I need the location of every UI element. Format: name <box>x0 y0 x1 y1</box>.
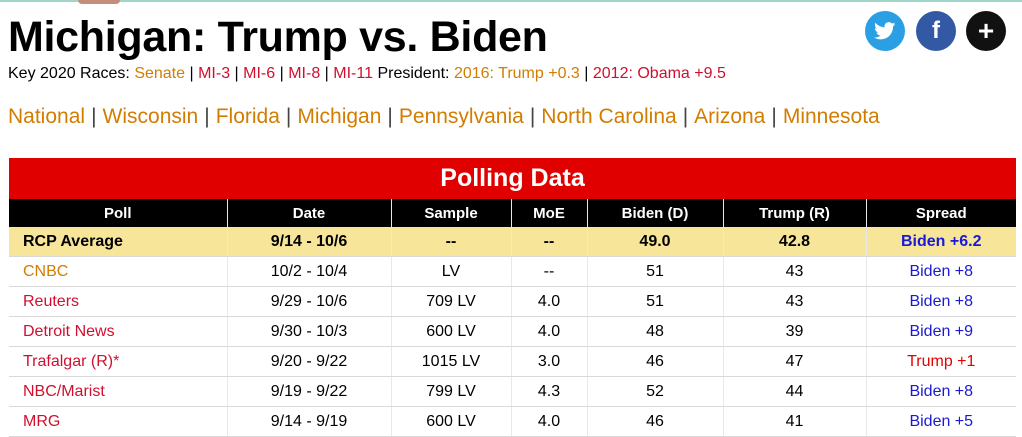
cell-trump: 47 <box>722 346 866 377</box>
state-nav: National | Wisconsin | Florida | Michigan | Penn… <box>8 105 880 128</box>
president-label: President: <box>377 65 450 82</box>
cell-biden: 51 <box>586 256 723 287</box>
top-image-fragment <box>78 0 120 4</box>
cell-biden: 52 <box>586 376 723 407</box>
cell-date: 9/14 - 9/19 <box>226 406 391 437</box>
cell-spread: Biden +8 <box>865 376 1016 407</box>
cell-moe: -- <box>510 256 587 287</box>
cell-date: 10/2 - 10/4 <box>226 256 391 287</box>
key-races-label: Key 2020 Races: <box>8 65 130 82</box>
header-sample[interactable]: Sample <box>390 199 511 227</box>
cell-sample: LV <box>390 256 511 287</box>
twitter-icon <box>874 22 896 40</box>
poll-link-reuters[interactable]: Reuters <box>9 286 227 317</box>
poll-link-nbc-marist[interactable]: NBC/Marist <box>9 376 227 407</box>
cell-spread: Biden +6.2 <box>865 227 1016 257</box>
cell-trump: 44 <box>722 376 866 407</box>
cell-trump: 43 <box>722 286 866 317</box>
nav-link-national[interactable]: National <box>8 105 86 128</box>
cell-spread: Biden +5 <box>865 406 1016 437</box>
poll-link-detroit-news[interactable]: Detroit News <box>9 316 227 347</box>
polling-data-title: Polling Data <box>9 158 1016 199</box>
facebook-share-button[interactable]: f <box>916 11 956 51</box>
table-row: Trafalgar (R)* 9/20 - 9/22 1015 LV 3.0 4… <box>9 346 1016 377</box>
cell-biden: 46 <box>586 406 723 437</box>
nav-link-minnesota[interactable]: Minnesota <box>782 105 880 128</box>
cell-moe: -- <box>510 227 587 257</box>
header-poll[interactable]: Poll <box>9 199 227 227</box>
rcp-average-row: RCP Average 9/14 - 10/6 -- -- 49.0 42.8 … <box>9 227 1016 257</box>
cell-biden: 49.0 <box>586 227 723 257</box>
nav-link-north-carolina[interactable]: North Carolina <box>541 105 677 128</box>
cell-moe: 4.0 <box>510 406 587 437</box>
president-link-2016[interactable]: 2016: Trump +0.3 <box>453 65 580 82</box>
cell-spread: Biden +8 <box>865 286 1016 317</box>
race-link-mi-8[interactable]: MI-8 <box>288 65 321 82</box>
cell-poll: RCP Average <box>9 227 227 257</box>
poll-link-trafalgar[interactable]: Trafalgar (R)* <box>9 346 227 377</box>
cell-spread: Trump +1 <box>865 346 1016 377</box>
top-accent-line <box>0 0 1022 2</box>
nav-link-wisconsin[interactable]: Wisconsin <box>102 105 199 128</box>
cell-moe: 4.0 <box>510 286 587 317</box>
table-row: NBC/Marist 9/19 - 9/22 799 LV 4.3 52 44 … <box>9 376 1016 407</box>
cell-date: 9/20 - 9/22 <box>226 346 391 377</box>
president-link-2012[interactable]: 2012: Obama +9.5 <box>592 65 726 82</box>
race-link-mi-3[interactable]: MI-3 <box>198 65 231 82</box>
cell-trump: 42.8 <box>722 227 866 257</box>
table-row: CNBC 10/2 - 10/4 LV -- 51 43 Biden +8 <box>9 256 1016 287</box>
nav-link-florida[interactable]: Florida <box>215 105 280 128</box>
cell-biden: 51 <box>586 286 723 317</box>
nav-link-michigan[interactable]: Michigan <box>297 105 382 128</box>
cell-sample: 600 LV <box>390 316 511 347</box>
cell-biden: 48 <box>586 316 723 347</box>
poll-link-cnbc[interactable]: CNBC <box>9 256 227 287</box>
cell-sample: 600 LV <box>390 406 511 437</box>
race-link-mi-6[interactable]: MI-6 <box>243 65 276 82</box>
plus-icon: + <box>977 15 995 46</box>
page-title: Michigan: Trump vs. Biden <box>8 13 548 61</box>
header-trump[interactable]: Trump (R) <box>722 199 866 227</box>
header-biden[interactable]: Biden (D) <box>586 199 723 227</box>
cell-sample: 1015 LV <box>390 346 511 377</box>
cell-moe: 3.0 <box>510 346 587 377</box>
cell-sample: 709 LV <box>390 286 511 317</box>
race-link-senate[interactable]: Senate <box>134 65 186 82</box>
cell-sample: -- <box>390 227 511 257</box>
header-spread[interactable]: Spread <box>865 199 1016 227</box>
header-date[interactable]: Date <box>226 199 391 227</box>
race-link-mi-11[interactable]: MI-11 <box>333 65 373 82</box>
cell-date: 9/14 - 10/6 <box>226 227 391 257</box>
cell-date: 9/29 - 10/6 <box>226 286 391 317</box>
poll-link-mrg[interactable]: MRG <box>9 406 227 437</box>
cell-trump: 43 <box>722 256 866 287</box>
polling-table: Poll Date Sample MoE Biden (D) Trump (R)… <box>9 199 1016 437</box>
cell-spread: Biden +9 <box>865 316 1016 347</box>
facebook-icon: f <box>932 17 940 44</box>
header-moe[interactable]: MoE <box>510 199 587 227</box>
cell-date: 9/19 - 9/22 <box>226 376 391 407</box>
table-row: Reuters 9/29 - 10/6 709 LV 4.0 51 43 Bid… <box>9 286 1016 317</box>
table-header-row: Poll Date Sample MoE Biden (D) Trump (R)… <box>9 199 1016 227</box>
twitter-share-button[interactable] <box>865 11 905 51</box>
cell-trump: 41 <box>722 406 866 437</box>
cell-trump: 39 <box>722 316 866 347</box>
table-row: MRG 9/14 - 9/19 600 LV 4.0 46 41 Biden +… <box>9 406 1016 437</box>
cell-moe: 4.0 <box>510 316 587 347</box>
polling-data-panel: Polling Data Poll Date Sample MoE Biden … <box>9 158 1016 437</box>
cell-sample: 799 LV <box>390 376 511 407</box>
nav-link-pennsylvania[interactable]: Pennsylvania <box>398 105 524 128</box>
cell-biden: 46 <box>586 346 723 377</box>
cell-date: 9/30 - 10/3 <box>226 316 391 347</box>
more-share-button[interactable]: + <box>966 11 1006 51</box>
nav-link-arizona[interactable]: Arizona <box>694 105 766 128</box>
key-races-line: Key 2020 Races: Senate | MI-3 | MI-6 | M… <box>8 65 726 82</box>
cell-spread: Biden +8 <box>865 256 1016 287</box>
cell-moe: 4.3 <box>510 376 587 407</box>
table-row: Detroit News 9/30 - 10/3 600 LV 4.0 48 3… <box>9 316 1016 347</box>
